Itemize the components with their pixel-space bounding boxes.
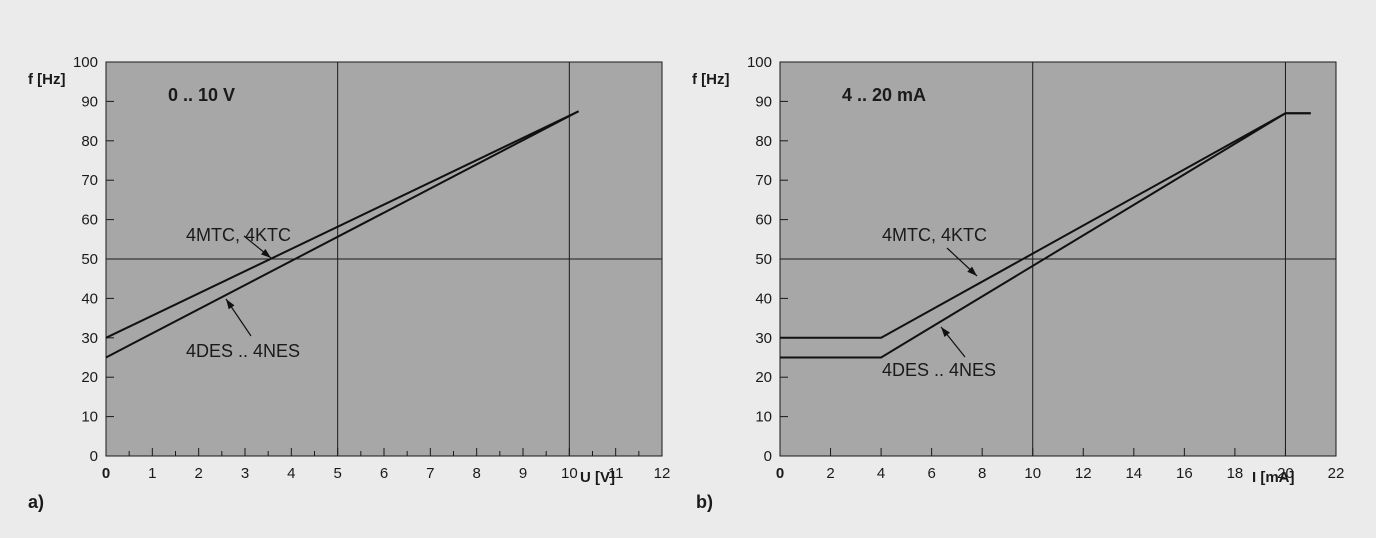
x-tick-label: 12 bbox=[1075, 465, 1092, 482]
y-tick-label: 50 bbox=[755, 251, 772, 268]
y-tick-label: 10 bbox=[81, 409, 98, 426]
y-tick-label: 30 bbox=[755, 330, 772, 347]
chart-annotation: 0 .. 10 V bbox=[168, 85, 235, 105]
chart-annotation: 4 .. 20 mA bbox=[842, 85, 926, 105]
x-tick-label: 12 bbox=[654, 465, 671, 482]
x-tick-label: 11 bbox=[608, 465, 624, 482]
x-tick-label: 1 bbox=[148, 465, 156, 482]
chart-panel-a: 0 1 2 3 4 5 6 7 8 9 10 11 120102030405060708090100f … bbox=[28, 54, 670, 512]
y-tick-label: 20 bbox=[755, 369, 772, 386]
x-axis-title: U [V] bbox=[580, 469, 615, 486]
panel-label: a) bbox=[28, 492, 44, 512]
series-label-2: 4DES .. 4NES bbox=[882, 360, 996, 380]
x-tick-label: 8 bbox=[472, 465, 480, 482]
y-tick-label: 0 bbox=[764, 448, 772, 465]
x-tick-label: 8 bbox=[978, 465, 986, 482]
x-tick-label: 4 bbox=[877, 465, 885, 482]
x-tick-label: 6 bbox=[927, 465, 935, 482]
x-axis-title: I [mA] bbox=[1252, 469, 1295, 486]
y-tick-label: 40 bbox=[755, 290, 772, 307]
y-tick-label: 80 bbox=[755, 133, 772, 150]
x-tick-label: 0 bbox=[102, 465, 110, 482]
x-tick-label: 3 bbox=[241, 465, 249, 482]
x-tick-label: 5 bbox=[333, 465, 341, 482]
series-line-2 bbox=[780, 112, 1311, 359]
y-axis-title: f [Hz] bbox=[692, 71, 730, 88]
series-label-1: 4MTC, 4KTC bbox=[882, 225, 987, 245]
chart-panel-b: 0 2 4 6 8 10 12 14 16 18 20 22 0 10 20 30 40 50 60 70 80 90 10… bbox=[692, 54, 1344, 512]
y-tick-label: 90 bbox=[755, 93, 772, 110]
x-tick-label: 4 bbox=[287, 465, 295, 482]
series-line-2 bbox=[105, 110, 580, 359]
x-tick-label: 22 bbox=[1328, 465, 1345, 482]
series-pointer-2-head bbox=[941, 327, 950, 337]
y-tick-label: 60 bbox=[755, 212, 772, 229]
y-tick-label: 10 bbox=[755, 409, 772, 426]
y-tick-label: 30 bbox=[81, 330, 98, 347]
x-tick-label: 10 bbox=[561, 465, 578, 482]
x-tick-label: 6 bbox=[380, 465, 388, 482]
x-tick-label: 2 bbox=[826, 465, 834, 482]
y-tick-label: 40 bbox=[81, 290, 98, 307]
series-pointer-1-head bbox=[261, 248, 271, 258]
y-tick-label: 50 bbox=[81, 251, 98, 268]
series-line-1 bbox=[105, 110, 580, 339]
x-tick-label: 18 bbox=[1227, 465, 1244, 482]
y-tick-label: 100 bbox=[747, 54, 772, 71]
y-tick-label: 100 bbox=[73, 54, 98, 71]
y-tick-label: 70 bbox=[81, 172, 98, 189]
y-tick-label: 70 bbox=[755, 172, 772, 189]
series-pointer-2-head bbox=[226, 299, 235, 310]
x-tick-label: 9 bbox=[519, 465, 527, 482]
x-tick-label: 7 bbox=[426, 465, 434, 482]
x-tick-label: 16 bbox=[1176, 465, 1193, 482]
y-tick-label: 0 bbox=[90, 448, 98, 465]
series-label-2: 4DES .. 4NES bbox=[186, 341, 300, 361]
x-tick-label: 10 bbox=[1024, 465, 1041, 482]
x-tick-label: 2 bbox=[194, 465, 202, 482]
y-tick-label: 20 bbox=[81, 369, 98, 386]
x-tick-label: 0 bbox=[776, 465, 784, 482]
y-tick-label: 90 bbox=[81, 93, 98, 110]
y-tick-label: 80 bbox=[81, 133, 98, 150]
panel-label: b) bbox=[696, 492, 713, 512]
series-label-1: 4MTC, 4KTC bbox=[186, 225, 291, 245]
x-tick-label: 20 bbox=[1277, 465, 1294, 482]
series-pointer-1-head bbox=[967, 266, 977, 276]
y-tick-label: 60 bbox=[81, 212, 98, 229]
y-axis-title: f [Hz] bbox=[28, 71, 66, 88]
x-tick-label: 14 bbox=[1125, 465, 1142, 482]
